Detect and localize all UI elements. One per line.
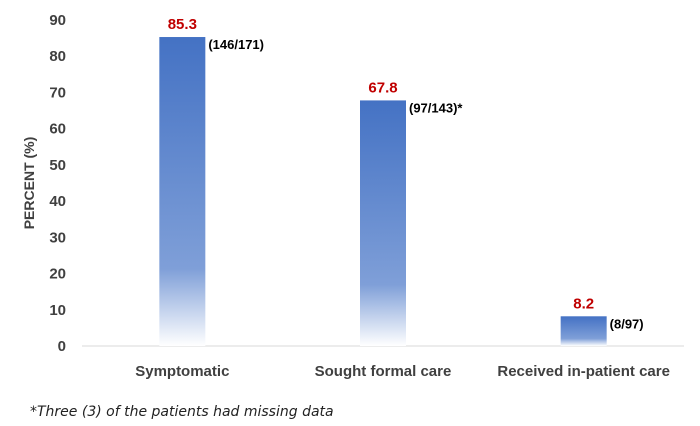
y-tick-label: 60	[49, 121, 66, 138]
y-tick-label: 30	[49, 229, 66, 246]
bar	[560, 316, 607, 346]
bar-count-label: (97/143)*	[409, 100, 463, 115]
y-tick-label: 40	[49, 193, 66, 210]
y-tick-label: 50	[49, 157, 66, 174]
bar-count-label: (146/171)	[208, 37, 264, 52]
x-tick-label: Sought formal care	[315, 363, 452, 380]
x-tick-label: Symptomatic	[135, 363, 229, 380]
y-tick-label: 0	[58, 338, 66, 355]
bar	[159, 37, 206, 346]
footnote: *Three (3) of the patients had missing d…	[30, 404, 334, 420]
y-axis-ticks: 0 10 20 30 40 50 60 70 80 90	[49, 12, 66, 355]
bar-value-label: 85.3	[168, 16, 197, 33]
bars: 85.3 (146/171) Symptomatic 67.8 (97/143)* Sou…	[135, 16, 670, 380]
bar-value-label: 67.8	[368, 79, 397, 96]
bar-value-label: 8.2	[573, 295, 594, 312]
y-tick-label: 90	[49, 12, 66, 29]
y-tick-label: 10	[49, 302, 66, 319]
y-tick-label: 70	[49, 84, 66, 101]
y-axis-label: PERCENT (%)	[21, 137, 37, 230]
y-tick-label: 80	[49, 48, 66, 65]
y-tick-label: 20	[49, 266, 66, 283]
bar	[360, 100, 406, 346]
x-tick-label: Received in-patient care	[497, 363, 670, 380]
bar-count-label: (8/97)	[610, 316, 644, 331]
